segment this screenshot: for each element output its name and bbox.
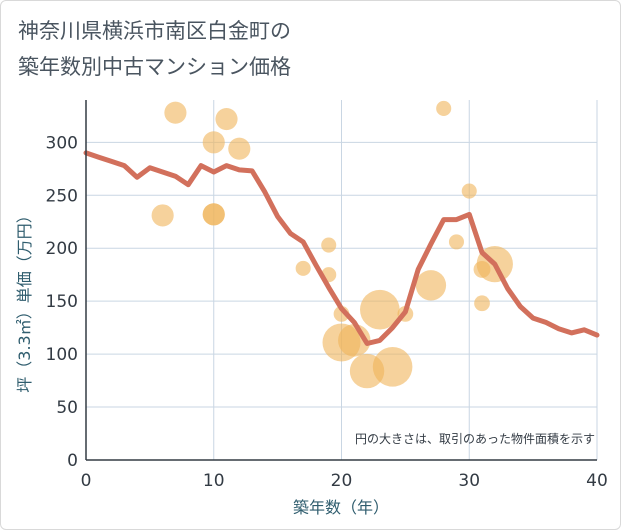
x-tick-label: 10 [203, 471, 225, 491]
x-tick-label: 0 [81, 471, 92, 491]
trend-series [83, 150, 600, 346]
chart-title-line-2: 築年数別中古マンション価格 [18, 55, 291, 79]
axes [85, 100, 597, 461]
y-tick-label: 50 [56, 398, 78, 418]
x-tick-label: 30 [458, 471, 480, 491]
y-tick-label: 0 [67, 451, 78, 471]
x-tick-label: 20 [331, 471, 353, 491]
y-tick-label: 100 [46, 345, 78, 365]
y-tick-label: 150 [46, 292, 78, 312]
x-axis-title: 築年数（年） [293, 498, 389, 517]
y-tick-label: 200 [46, 239, 78, 259]
bubble-point [474, 295, 490, 312]
bubble-point [360, 289, 400, 330]
tick-labels: 0 50 100 150 200 250 300 0 10 20 30 40 [46, 133, 608, 491]
bubble-point [448, 234, 465, 250]
y-tick-label: 250 [46, 186, 78, 206]
bubble-point [202, 131, 225, 154]
bubble-point [215, 107, 238, 131]
x-tick-label: 40 [586, 471, 608, 491]
bubble-point [164, 101, 187, 124]
bubble-point [228, 137, 251, 160]
bubble-point [321, 237, 337, 253]
gridlines [86, 100, 598, 460]
bubble-point [436, 100, 452, 117]
size-note: 円の大きさは、取引のあった物件面積を示す [355, 431, 595, 446]
chart-title-line-1: 神奈川県横浜市南区白金町の [18, 19, 291, 43]
bubble-point [151, 204, 174, 227]
bubble-point [415, 270, 447, 301]
bubble-point [295, 260, 311, 276]
trend-line [83, 150, 600, 346]
bubble-point [461, 183, 477, 199]
y-axis-title: 坪（3.3㎡）単価（万円） [15, 207, 34, 392]
y-tick-label: 300 [46, 133, 78, 153]
bubble-point [322, 323, 361, 362]
bubble-point [372, 347, 413, 387]
bubble-point [202, 203, 225, 226]
bubble-series [151, 100, 513, 389]
